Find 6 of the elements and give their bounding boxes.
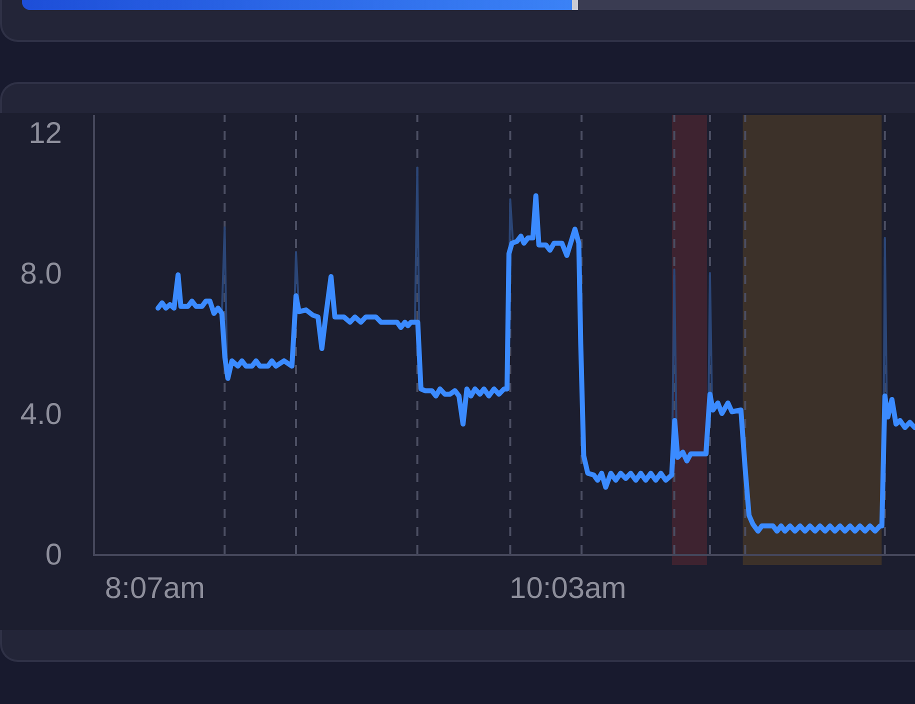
y-tick-label: 8.0 xyxy=(20,258,62,291)
y-tick-label: 0 xyxy=(45,538,62,572)
x-tick-label: 10:03am xyxy=(510,572,626,605)
x-tick-label: 8:07am xyxy=(104,572,205,605)
y-tick-label: 12 xyxy=(28,117,62,150)
y-tick-label: 4.0 xyxy=(20,398,62,432)
